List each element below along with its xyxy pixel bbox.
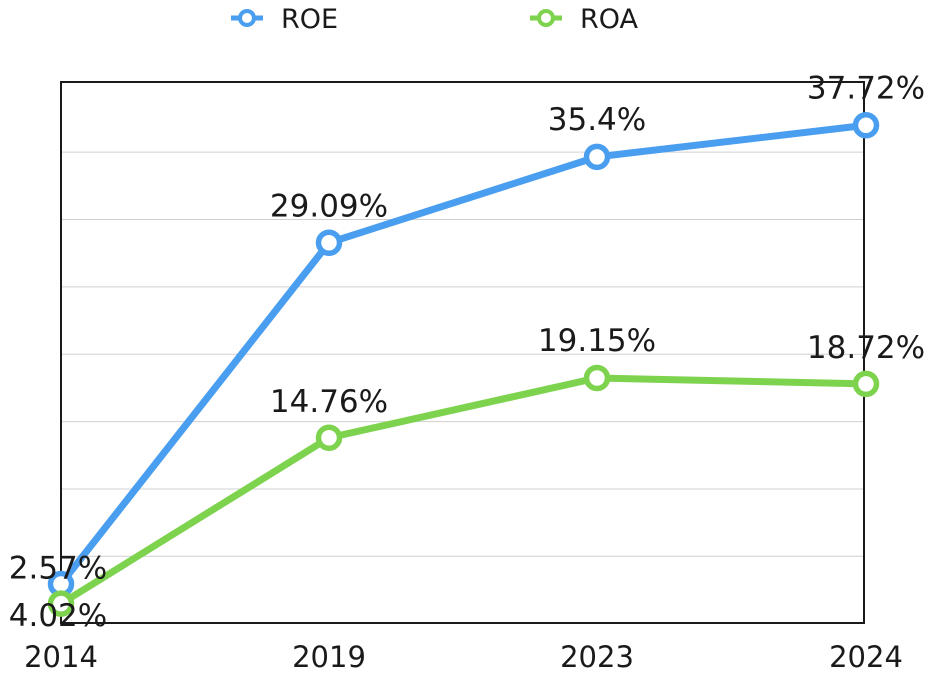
plot-area-border (60, 81, 865, 624)
roa-label-2014: 2.57% (9, 551, 107, 587)
x-axis: 2014 2019 2023 2024 (24, 640, 903, 674)
roa-point-2014 (47, 590, 75, 617)
roa-label-2023: 19.15% (538, 323, 656, 359)
roa-label-2019: 14.76% (270, 384, 388, 420)
x-tick-label-2019: 2019 (292, 640, 366, 670)
roe-label-2024: 37.72% (807, 70, 925, 106)
roa-point-2024 (852, 370, 880, 398)
x-tick-label-2023: 2023 (560, 640, 634, 670)
series-lines (47, 112, 880, 617)
roe-label-2019: 29.09% (270, 189, 388, 225)
roe-label-2014: 4.02% (9, 598, 107, 634)
legend-marker-roa (537, 9, 555, 27)
legend-label-roa: ROA (580, 4, 639, 35)
roe-point-2023 (583, 143, 611, 171)
x-tick-label-2014: 2014 (24, 640, 98, 670)
roe-point-2019 (315, 229, 343, 256)
roa-line (57, 374, 870, 608)
x-tick-label-2024: 2024 (829, 640, 903, 670)
gridlines (61, 151, 864, 557)
legend: ROE ROA (231, 4, 639, 35)
roa-label-2024: 18.72% (807, 330, 925, 366)
legend-item-roe: ROE (231, 4, 338, 35)
roe-line (57, 121, 870, 588)
plot-area-background (61, 82, 864, 623)
data-labels: 4.02% 29.09% 35.4% 37.72% 2.57% 14.76% 19.15% 1… (9, 70, 925, 634)
legend-item-roa: ROA (530, 4, 639, 35)
legend-marker-roe (238, 9, 256, 27)
roe-label-2023: 35.4% (548, 102, 646, 138)
legend-label-roe: ROE (281, 4, 338, 35)
roa-point-2023 (583, 364, 611, 392)
roe-point-2024 (852, 112, 880, 139)
roa-point-2019 (315, 424, 343, 452)
